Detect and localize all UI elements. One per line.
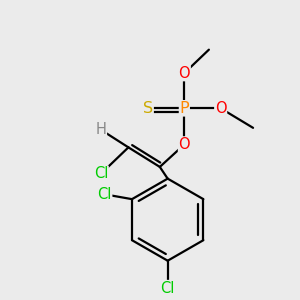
Text: S: S (143, 101, 153, 116)
Text: O: O (215, 101, 226, 116)
Text: O: O (178, 137, 190, 152)
Text: O: O (178, 66, 190, 81)
Text: H: H (95, 122, 106, 137)
Text: P: P (179, 101, 189, 116)
Text: Cl: Cl (160, 280, 175, 296)
Text: Cl: Cl (97, 187, 112, 202)
Text: Cl: Cl (94, 166, 108, 181)
